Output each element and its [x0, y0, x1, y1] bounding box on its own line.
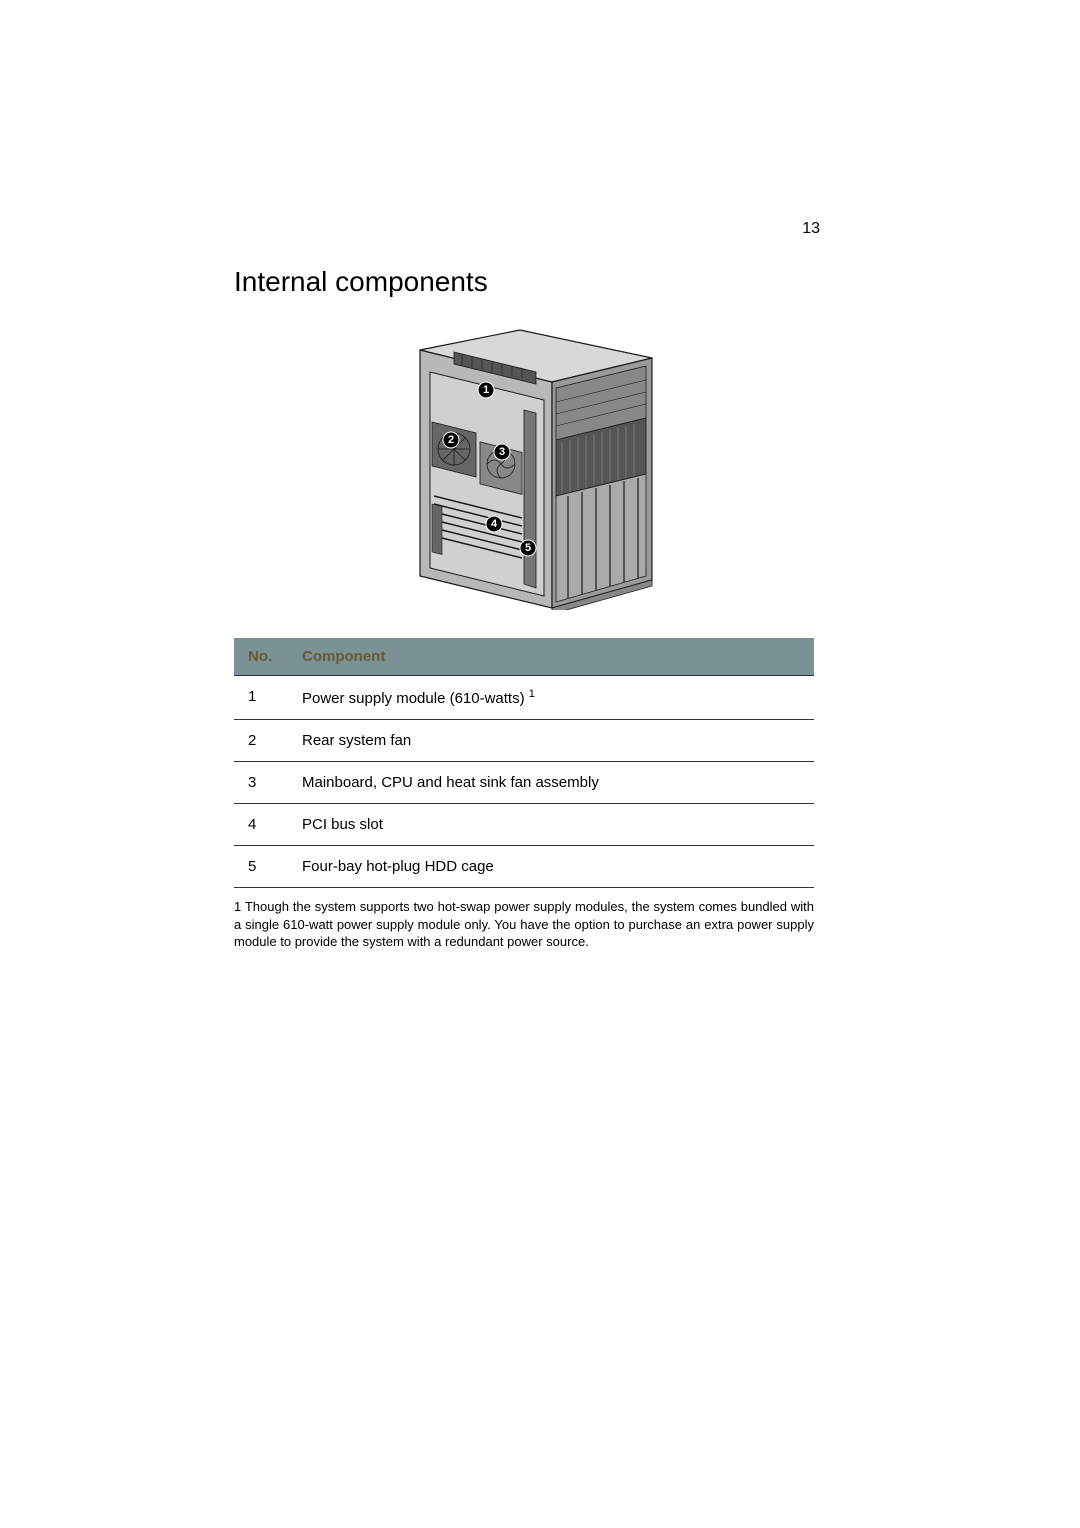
- row-no: 3: [248, 774, 302, 791]
- table-row: 2 Rear system fan: [234, 720, 814, 762]
- page-number: 13: [802, 220, 820, 238]
- table-row: 4 PCI bus slot: [234, 804, 814, 846]
- section-heading: Internal components: [234, 266, 814, 298]
- drive-bays-icon: [556, 366, 646, 496]
- callout-3: 3: [494, 444, 510, 460]
- components-table: No. Component 1 Power supply module (610…: [234, 638, 814, 888]
- row-component: Rear system fan: [302, 732, 800, 749]
- table-row: 3 Mainboard, CPU and heat sink fan assem…: [234, 762, 814, 804]
- diagram-container: 1 2 3 4 5: [234, 318, 814, 610]
- footnote-text: 1 Though the system supports two hot-swa…: [234, 898, 814, 951]
- svg-text:3: 3: [499, 446, 505, 458]
- internal-components-diagram: 1 2 3 4 5: [384, 318, 664, 610]
- svg-text:4: 4: [491, 518, 498, 530]
- row-no: 2: [248, 732, 302, 749]
- callout-5: 5: [520, 540, 536, 556]
- svg-text:2: 2: [448, 434, 454, 446]
- main-content: Internal components: [234, 266, 814, 951]
- callout-1: 1: [478, 382, 494, 398]
- row-component: Four-bay hot-plug HDD cage: [302, 858, 800, 875]
- table-header: No. Component: [234, 638, 814, 676]
- row-no: 1: [248, 688, 302, 707]
- header-no: No.: [248, 648, 302, 665]
- row-no: 4: [248, 816, 302, 833]
- svg-text:1: 1: [483, 384, 489, 396]
- header-component: Component: [302, 648, 800, 665]
- callout-4: 4: [486, 516, 502, 532]
- row-component: Mainboard, CPU and heat sink fan assembl…: [302, 774, 800, 791]
- table-row: 1 Power supply module (610-watts) 1: [234, 676, 814, 720]
- footnote-ref: 1: [529, 688, 535, 700]
- row-component: Power supply module (610-watts) 1: [302, 688, 800, 707]
- svg-text:5: 5: [525, 542, 531, 554]
- component-text: Power supply module (610-watts): [302, 690, 529, 707]
- table-row: 5 Four-bay hot-plug HDD cage: [234, 846, 814, 888]
- callout-2: 2: [443, 432, 459, 448]
- row-no: 5: [248, 858, 302, 875]
- row-component: PCI bus slot: [302, 816, 800, 833]
